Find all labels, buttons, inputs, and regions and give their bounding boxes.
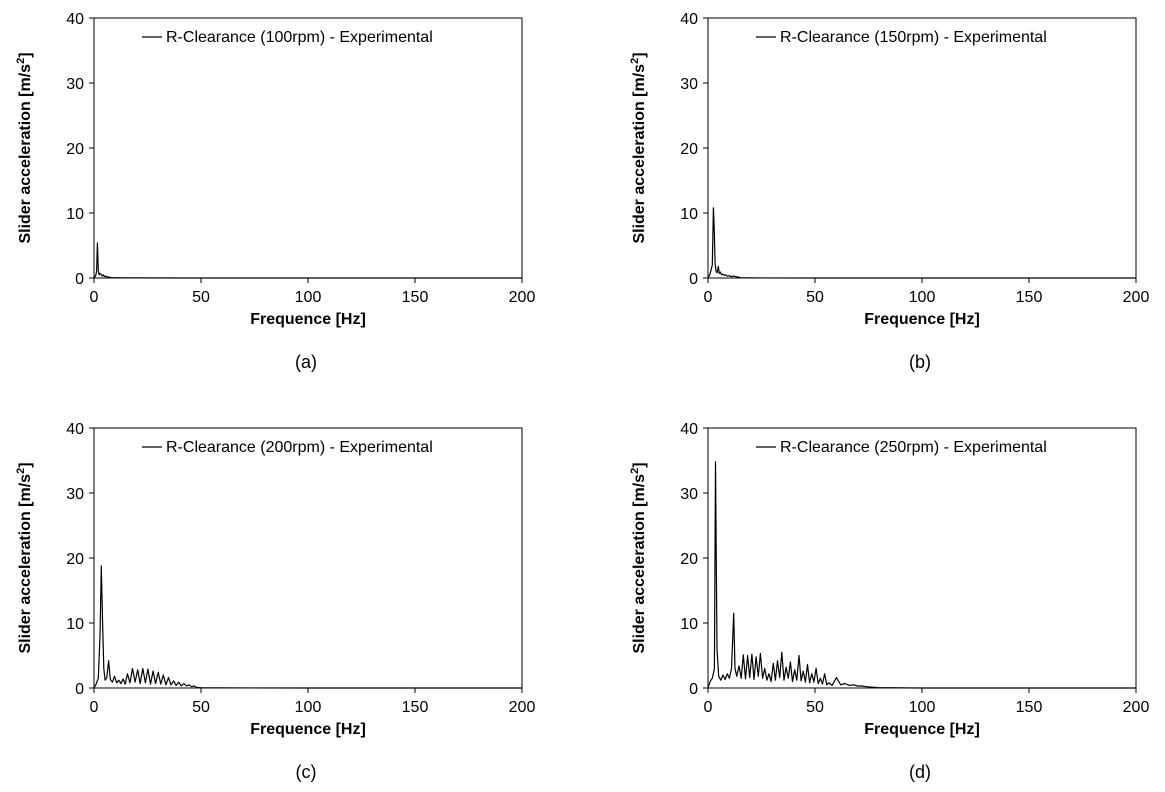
- y-axis-title-main: Slider acceleration [m/s: [631, 474, 648, 654]
- y-axis-title-end: ]: [631, 462, 648, 467]
- panel-caption: (b): [909, 352, 931, 372]
- y-axis-title-end: ]: [631, 52, 648, 57]
- y-axis-title-superscript: 2: [15, 468, 27, 474]
- x-tick-label: 200: [1123, 699, 1150, 716]
- y-tick-label: 40: [66, 11, 84, 28]
- y-tick-label: 20: [66, 551, 84, 568]
- y-axis-title: Slider acceleration [m/s2]: [629, 462, 648, 653]
- series-line-0: [707, 207, 1136, 279]
- x-tick-label: 200: [509, 699, 536, 716]
- y-tick-label: 40: [680, 421, 698, 438]
- x-tick-label: 50: [806, 699, 824, 716]
- x-tick-label: 50: [806, 289, 824, 306]
- x-tick-label: 50: [192, 699, 210, 716]
- y-tick-label: 0: [75, 271, 84, 288]
- legend-label: R-Clearance (100rpm) - Experimental: [166, 29, 433, 46]
- x-tick-label: 200: [509, 289, 536, 306]
- panel-caption: (c): [296, 762, 317, 782]
- y-tick-label: 40: [680, 11, 698, 28]
- x-tick-label: 0: [90, 289, 99, 306]
- x-tick-label: 100: [295, 699, 322, 716]
- legend-label: R-Clearance (250rpm) - Experimental: [780, 439, 1047, 456]
- y-axis-title-end: ]: [17, 462, 34, 467]
- x-tick-label: 150: [402, 289, 429, 306]
- y-tick-label: 30: [66, 486, 84, 503]
- y-tick-label: 40: [66, 421, 84, 438]
- y-axis-title-superscript: 2: [629, 58, 641, 64]
- x-tick-label: 150: [1016, 699, 1043, 716]
- x-tick-label: 50: [192, 289, 210, 306]
- y-axis-title-superscript: 2: [15, 58, 27, 64]
- x-tick-label: 150: [1016, 289, 1043, 306]
- y-axis-title: Slider acceleration [m/s2]: [15, 462, 34, 653]
- y-tick-label: 10: [66, 206, 84, 223]
- x-tick-label: 200: [1123, 289, 1150, 306]
- x-tick-label: 100: [909, 289, 936, 306]
- legend-label: R-Clearance (150rpm) - Experimental: [780, 29, 1047, 46]
- plot-area-frame: [93, 427, 523, 689]
- y-axis-title-main: Slider acceleration [m/s: [17, 474, 34, 654]
- chart-panel-d: 0 10 20 30 40 0 50 100 150 200 Frequence [Hz] Slide…: [629, 421, 1149, 782]
- plot-area-frame: [93, 17, 523, 279]
- y-tick-label: 10: [680, 206, 698, 223]
- y-tick-label: 20: [680, 141, 698, 158]
- series-line-0: [707, 461, 1136, 689]
- y-tick-label: 10: [66, 616, 84, 633]
- x-tick-label: 150: [402, 699, 429, 716]
- series-line-0: [93, 565, 522, 689]
- y-tick-label: 0: [689, 681, 698, 698]
- chart-panel-a: 0 10 20 30 40 0 50 100 150 200 Frequence [Hz] Slide…: [15, 11, 535, 372]
- x-axis-title: Frequence [Hz]: [250, 721, 366, 738]
- y-tick-label: 20: [680, 551, 698, 568]
- y-tick-label: 30: [66, 76, 84, 93]
- series-line-0: [93, 242, 522, 279]
- x-axis-title: Frequence [Hz]: [864, 721, 980, 738]
- y-axis-title-main: Slider acceleration [m/s: [17, 64, 34, 244]
- panel-caption: (d): [909, 762, 931, 782]
- y-axis-title-superscript: 2: [629, 468, 641, 474]
- y-tick-label: 30: [680, 486, 698, 503]
- x-tick-label: 0: [704, 699, 713, 716]
- chart-panel-b: 0 10 20 30 40 0 50 100 150 200 Frequence [Hz] Slide…: [629, 11, 1149, 372]
- legend-label: R-Clearance (200rpm) - Experimental: [166, 439, 433, 456]
- y-tick-label: 0: [689, 271, 698, 288]
- plot-area-frame: [707, 17, 1137, 279]
- x-axis-title: Frequence [Hz]: [250, 311, 366, 328]
- x-tick-label: 100: [909, 699, 936, 716]
- y-axis-title: Slider acceleration [m/s2]: [629, 52, 648, 243]
- x-tick-label: 0: [704, 289, 713, 306]
- y-axis-title: Slider acceleration [m/s2]: [15, 52, 34, 243]
- y-tick-label: 30: [680, 76, 698, 93]
- y-tick-label: 10: [680, 616, 698, 633]
- x-tick-label: 0: [90, 699, 99, 716]
- panel-caption: (a): [295, 352, 317, 372]
- chart-panel-c: 0 10 20 30 40 0 50 100 150 200 Frequence [Hz] Slide…: [15, 421, 535, 782]
- y-tick-label: 0: [75, 681, 84, 698]
- y-tick-label: 20: [66, 141, 84, 158]
- x-axis-title: Frequence [Hz]: [864, 311, 980, 328]
- plot-area-frame: [707, 427, 1137, 689]
- y-axis-title-main: Slider acceleration [m/s: [631, 64, 648, 244]
- x-tick-label: 100: [295, 289, 322, 306]
- y-axis-title-end: ]: [17, 52, 34, 57]
